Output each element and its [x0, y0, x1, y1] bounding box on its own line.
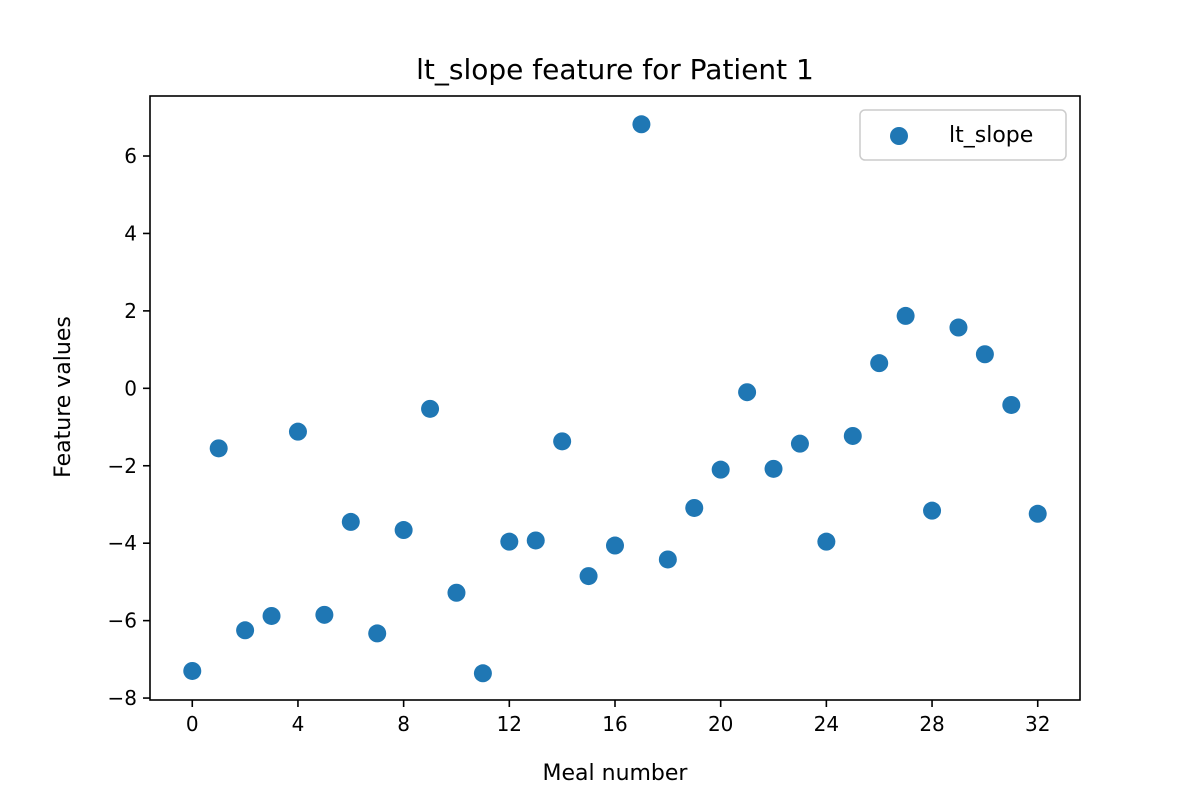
data-point: [632, 115, 651, 134]
y-tick-label: −4: [108, 531, 137, 555]
x-axis-ticks: 0 4 8 12 16 20 24 28 32: [186, 700, 1050, 736]
data-point: [606, 536, 624, 555]
y-tick-label: 6: [124, 144, 137, 168]
data-point: [368, 624, 387, 643]
data-point: [262, 606, 281, 625]
data-point: [1002, 395, 1021, 414]
x-tick-label: 24: [814, 712, 839, 736]
data-point: [843, 426, 862, 445]
data-point: [764, 459, 783, 478]
data-point: [447, 583, 466, 602]
data-point: [526, 531, 545, 550]
data-point: [288, 422, 307, 441]
y-tick-label: −6: [108, 609, 137, 633]
y-tick-label: 0: [124, 376, 137, 400]
data-point: [949, 318, 968, 337]
data-point: [817, 532, 836, 551]
data-point: [738, 383, 757, 402]
y-tick-label: 4: [124, 221, 137, 245]
data-point: [790, 434, 809, 453]
x-tick-label: 8: [397, 712, 410, 736]
x-tick-label: 4: [292, 712, 305, 736]
legend: lt_slope: [859, 109, 1067, 161]
data-point: [658, 550, 677, 569]
plot-area: [183, 115, 1047, 683]
x-tick-label: 16: [602, 712, 627, 736]
y-axis-label: Feature values: [51, 316, 76, 478]
x-tick-label: 20: [708, 712, 733, 736]
x-tick-label: 0: [186, 712, 199, 736]
x-tick-label: 32: [1025, 712, 1050, 736]
data-point: [500, 532, 519, 551]
legend-box: [859, 109, 1067, 161]
x-axis-label: Meal number: [543, 761, 689, 786]
legend-marker: [890, 127, 908, 145]
data-point: [553, 432, 572, 451]
data-point: [711, 460, 730, 479]
data-point: [579, 567, 598, 586]
y-axis-ticks: −8 −6 −4 −2 0 2 4 6: [108, 144, 150, 710]
data-point: [394, 521, 413, 540]
data-point: [183, 661, 202, 680]
data-point: [473, 664, 492, 683]
y-tick-label: 2: [124, 299, 137, 323]
chart-title: lt_slope feature for Patient 1: [416, 53, 814, 86]
x-tick-label: 12: [497, 712, 522, 736]
y-tick-label: −2: [108, 454, 137, 478]
x-tick-label: 28: [919, 712, 944, 736]
data-point: [341, 512, 360, 531]
data-point: [1028, 504, 1047, 523]
legend-label: lt_slope: [949, 123, 1033, 148]
data-point: [209, 439, 228, 458]
data-point: [421, 399, 440, 418]
data-point: [870, 354, 889, 373]
data-point: [975, 345, 994, 364]
data-point: [685, 498, 704, 517]
data-point: [896, 306, 915, 325]
data-point: [236, 621, 255, 640]
data-point: [923, 501, 942, 520]
data-point: [315, 605, 334, 624]
y-tick-label: −8: [108, 686, 137, 710]
